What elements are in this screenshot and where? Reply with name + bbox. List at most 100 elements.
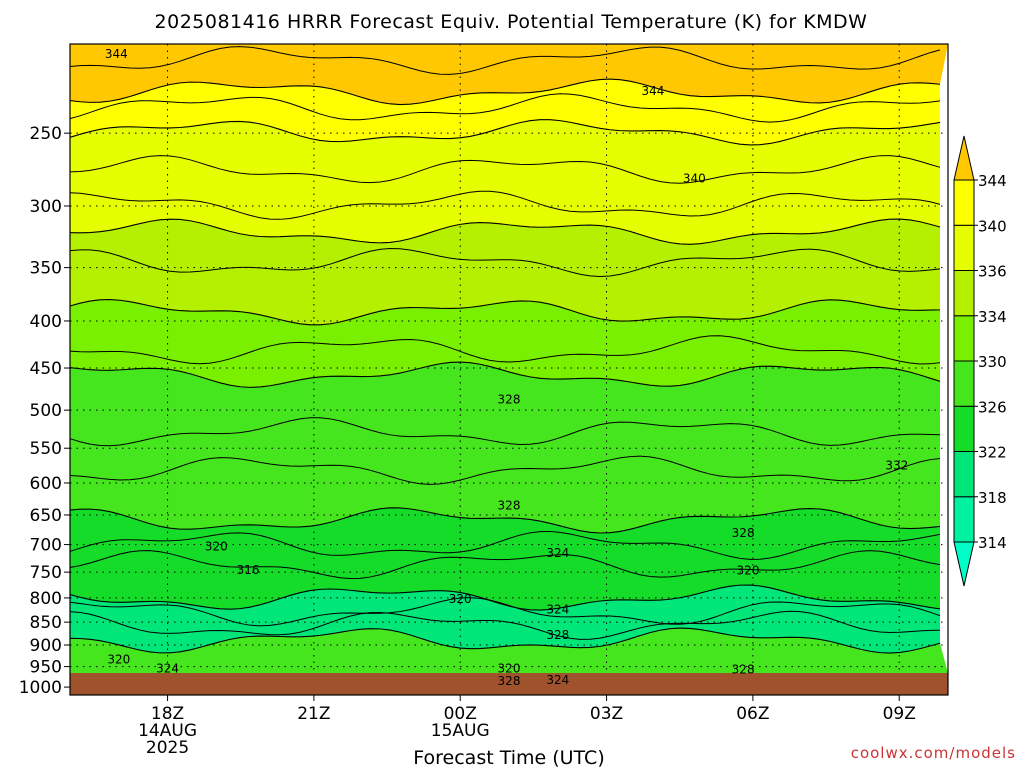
contour-line — [69, 455, 941, 485]
contour-line — [69, 119, 941, 146]
y-tick-label: 500 — [30, 401, 62, 421]
contour-line — [69, 417, 941, 447]
contour-line — [69, 584, 941, 611]
y-tick-label: 1000 — [19, 678, 62, 698]
colorbar-label: 340 — [978, 217, 1007, 235]
contour-band — [70, 44, 948, 105]
contour-line — [69, 597, 941, 627]
colorbar-label: 336 — [978, 263, 1007, 281]
contour-label: 344 — [641, 84, 664, 98]
y-tick-label: 650 — [30, 506, 62, 526]
x-tick-label: 18Z — [151, 704, 184, 724]
colorbar-box — [953, 315, 975, 362]
contour-band — [70, 119, 940, 245]
y-tick-label: 400 — [30, 312, 62, 332]
x-tick-sublabel: 15AUG — [431, 721, 490, 741]
plot-frame — [69, 43, 949, 696]
contour-line — [69, 610, 941, 640]
contour-line — [69, 530, 941, 560]
y-tick-label: 600 — [30, 474, 62, 494]
x-tick-sublabel: 2025 — [146, 738, 189, 758]
y-tick-label: 700 — [30, 536, 62, 556]
credit-text: coolwx.com/models — [851, 744, 1016, 762]
contour-label: 324 — [546, 673, 569, 687]
colorbar-box — [953, 179, 975, 226]
contour-band — [70, 628, 948, 673]
x-tick-label: 21Z — [297, 704, 330, 724]
contour-label: 320 — [449, 592, 472, 606]
contour-label: 320 — [498, 662, 521, 676]
contour-line — [69, 78, 941, 106]
colorbar-tail — [953, 541, 975, 587]
contour-lines — [69, 46, 941, 654]
contour-line — [69, 335, 941, 365]
colorbar-box — [953, 224, 975, 271]
colorbar-label: 314 — [978, 534, 1007, 552]
colorbar: 314 318 322 326 330 334 336 340 344 — [953, 135, 1007, 587]
contour-label: 328 — [732, 526, 755, 540]
contour-line — [69, 361, 941, 388]
x-tick-sublabel: 14AUG — [138, 721, 197, 741]
contour-band — [70, 585, 940, 654]
y-tick-label: 450 — [30, 359, 62, 379]
contour-label: 328 — [498, 674, 521, 688]
contour-label: 320 — [107, 652, 130, 666]
contour-band — [70, 219, 940, 325]
plot-area — [69, 43, 949, 696]
contour-label: 324 — [546, 602, 569, 616]
contour-line — [69, 155, 941, 184]
y-tick-label: 350 — [30, 259, 62, 279]
colorbar-box — [953, 451, 975, 498]
y-tick-label: 250 — [30, 124, 62, 144]
contour-label: 328 — [498, 499, 521, 513]
x-axis-label: Forecast Time (UTC) — [413, 747, 604, 768]
contour-label: 328 — [498, 393, 521, 407]
colorbar-box — [953, 360, 975, 407]
colorbar-head — [953, 135, 975, 181]
contour-label: 344 — [105, 47, 128, 61]
contour-line — [69, 46, 941, 75]
y-tick-label: 550 — [30, 439, 62, 459]
colorbar-box — [953, 496, 975, 543]
colorbar-box — [953, 270, 975, 317]
colorbar-box — [953, 405, 975, 452]
y-axis: 250 300 350 400 450 500 550 600 650 700 750 800 850 9… — [19, 124, 70, 698]
colorbar-label: 344 — [978, 172, 1007, 190]
contour-label: 324 — [156, 662, 179, 676]
x-tick-label: 09Z — [883, 704, 916, 724]
ground-surface — [70, 673, 948, 695]
contour-line — [69, 93, 941, 123]
contour-line — [69, 218, 941, 245]
contour-label: 332 — [885, 458, 908, 472]
y-tick-label: 800 — [30, 589, 62, 609]
contour-band — [70, 507, 940, 611]
x-tick-label: 00Z — [444, 704, 477, 724]
y-tick-label: 950 — [30, 658, 62, 678]
contour-label: 320 — [205, 539, 228, 553]
y-tick-label: 750 — [30, 563, 62, 583]
contour-label: 320 — [737, 564, 760, 578]
contour-line — [69, 248, 941, 277]
chart-title: 2025081416 HRRR Forecast Equiv. Potentia… — [155, 11, 868, 33]
contour-line — [69, 627, 941, 654]
contour-bands — [70, 44, 948, 673]
contour-line — [69, 507, 941, 534]
colorbar-label: 326 — [978, 398, 1007, 416]
contour-band — [70, 362, 940, 533]
contour-label: 324 — [546, 546, 569, 560]
contour-label: 328 — [732, 663, 755, 677]
y-tick-label: 900 — [30, 636, 62, 656]
colorbar-label: 322 — [978, 444, 1007, 462]
contour-label: 340 — [683, 171, 706, 185]
colorbar-label: 334 — [978, 308, 1007, 326]
y-tick-label: 300 — [30, 197, 62, 217]
contour-label: 316 — [237, 563, 260, 577]
grid — [70, 44, 948, 695]
contour-label: 328 — [546, 628, 569, 642]
contour-line — [69, 550, 941, 580]
contour-line — [69, 298, 941, 326]
x-tick-label: 06Z — [736, 704, 769, 724]
